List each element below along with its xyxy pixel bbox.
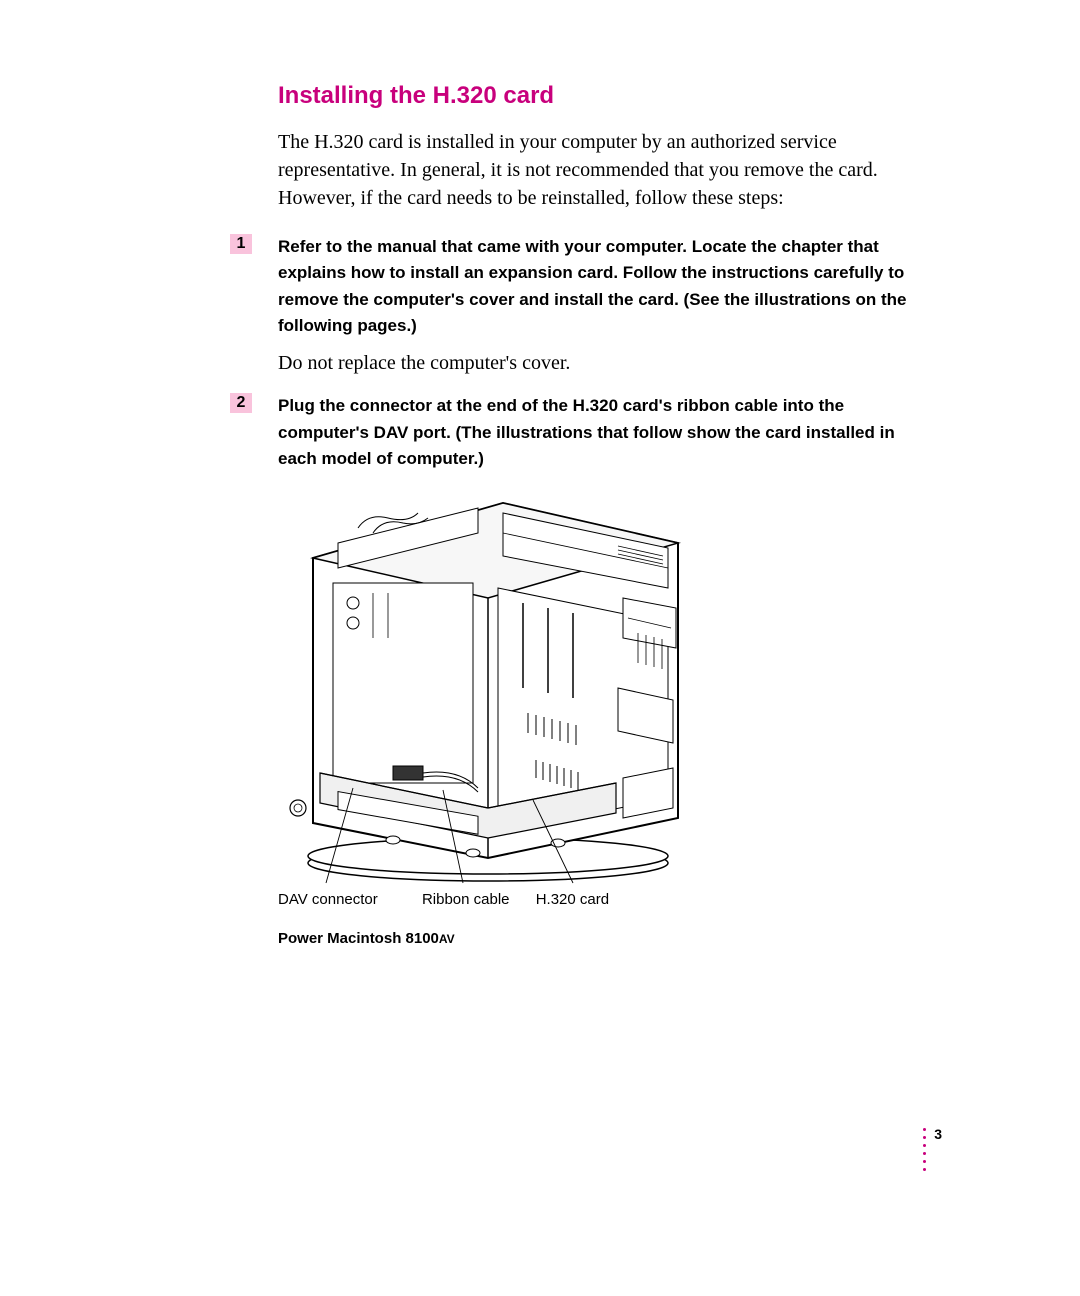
caption-prefix: Power Macintosh 8100 bbox=[278, 930, 439, 947]
caption-suffix: AV bbox=[439, 932, 455, 946]
label-h320-card: H.320 card bbox=[536, 891, 609, 908]
step-2: 2 Plug the connector at the end of the H… bbox=[230, 393, 930, 472]
page-number-area: 3 bbox=[923, 1128, 942, 1176]
diagram-caption: Power Macintosh 8100AV bbox=[278, 930, 930, 947]
page-number: 3 bbox=[934, 1126, 942, 1142]
label-dav-connector: DAV connector bbox=[278, 891, 378, 908]
step-1-heading: Refer to the manual that came with your … bbox=[278, 234, 930, 339]
step-1-number: 1 bbox=[230, 234, 252, 254]
diagram-labels: DAV connector Ribbon cable H.320 card bbox=[278, 891, 930, 908]
step-2-number: 2 bbox=[230, 393, 252, 413]
section-heading: Installing the H.320 card bbox=[278, 82, 930, 110]
computer-illustration-svg bbox=[278, 488, 708, 884]
label-ribbon-cable: Ribbon cable bbox=[422, 891, 510, 908]
step-1: 1 Refer to the manual that came with you… bbox=[230, 234, 930, 377]
decorative-dots bbox=[923, 1128, 926, 1176]
diagram-container: DAV connector Ribbon cable H.320 card Po… bbox=[278, 488, 930, 947]
intro-paragraph: The H.320 card is installed in your comp… bbox=[278, 128, 930, 212]
step-2-heading: Plug the connector at the end of the H.3… bbox=[278, 393, 930, 472]
computer-diagram bbox=[278, 488, 708, 884]
page-content: Installing the H.320 card The H.320 card… bbox=[0, 0, 1080, 947]
step-1-note: Do not replace the computer's cover. bbox=[278, 349, 930, 377]
